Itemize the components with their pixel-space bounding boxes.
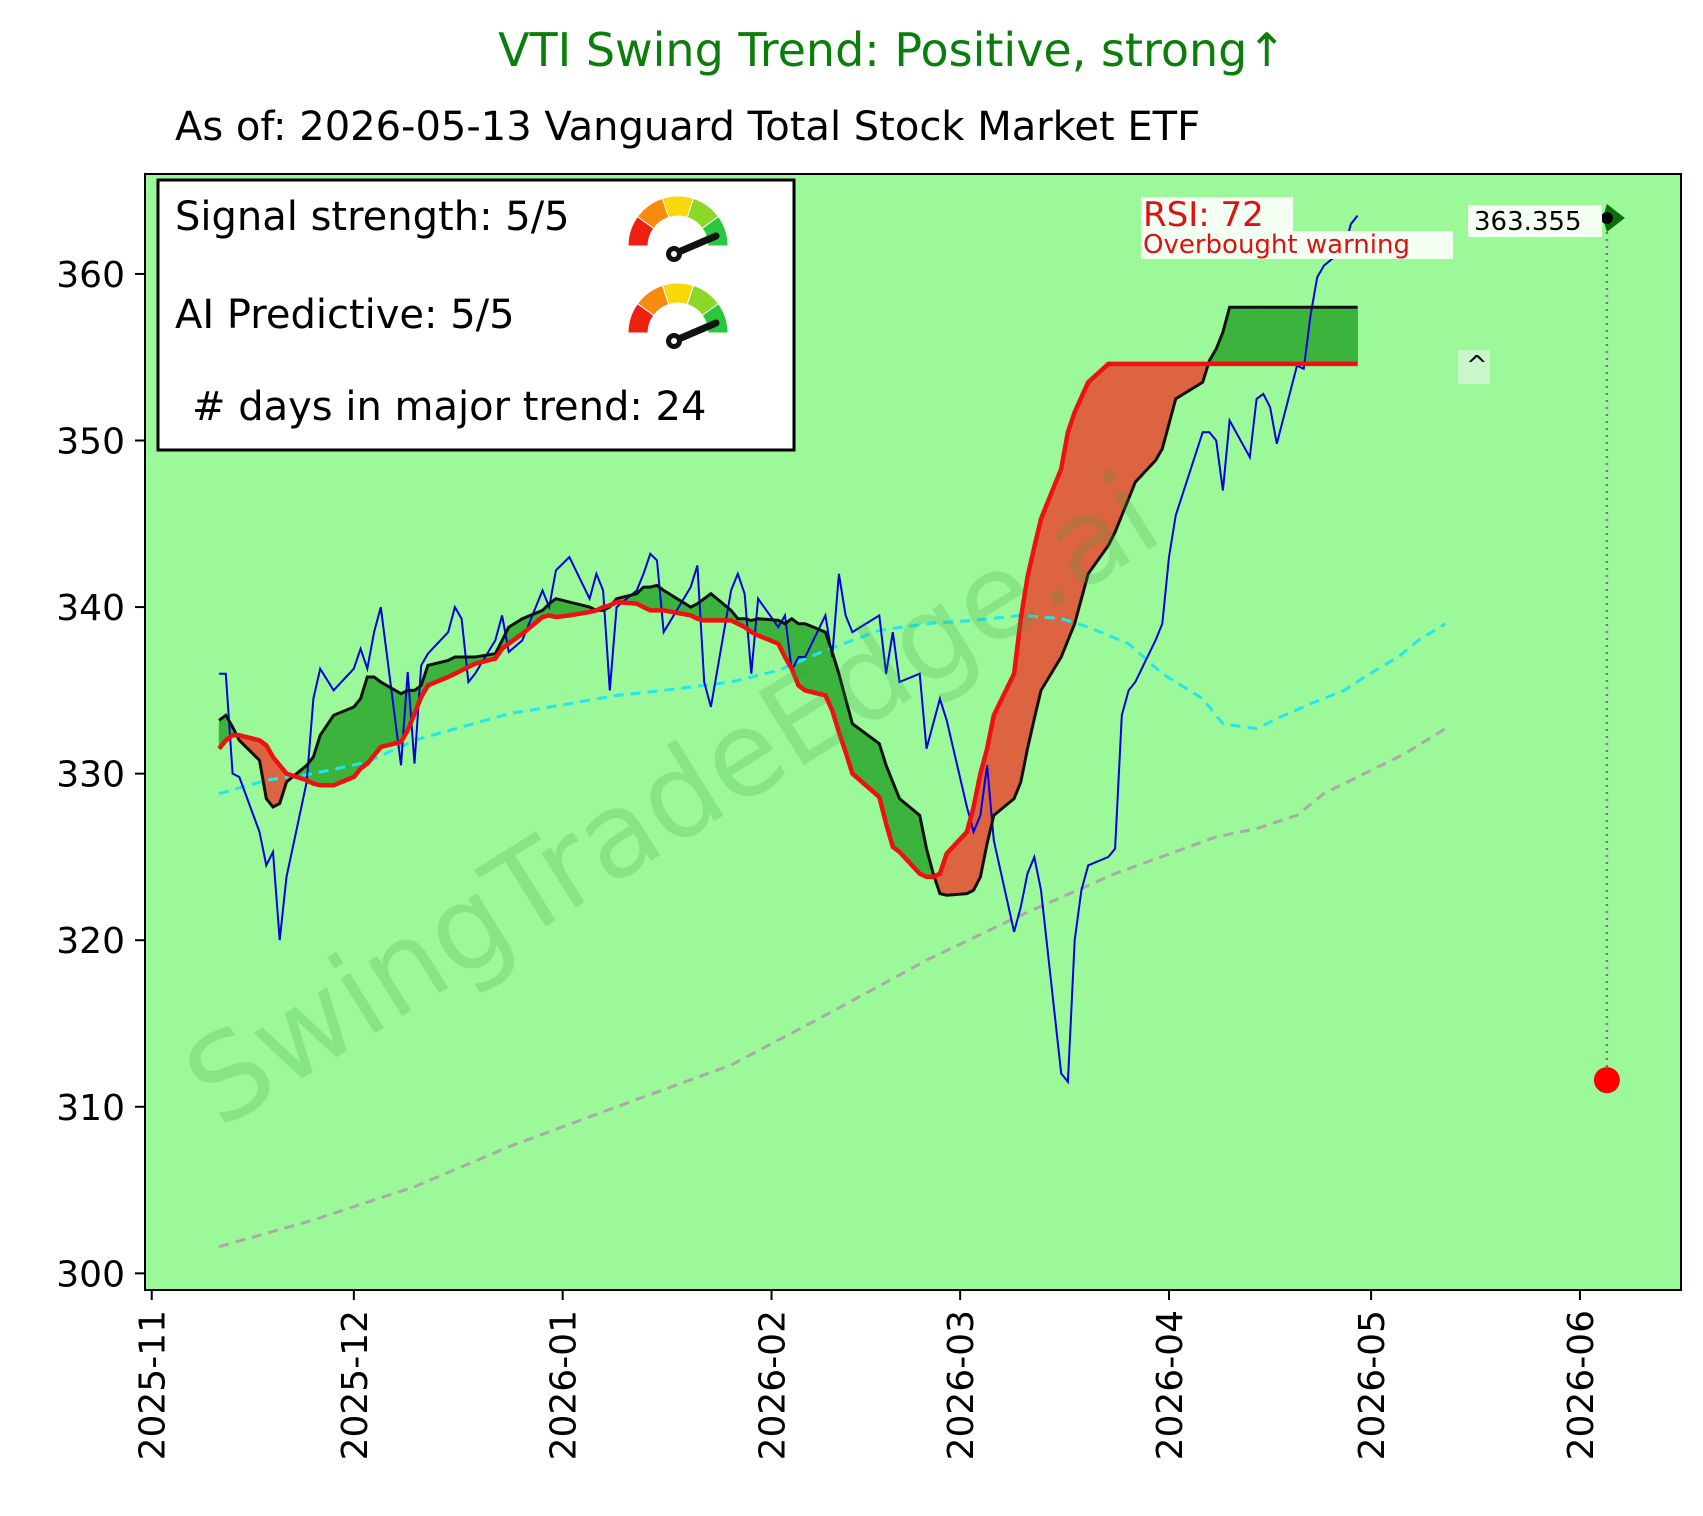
rsi-label-bg <box>1141 197 1293 233</box>
y-tick-label: 330 <box>56 755 125 796</box>
x-tick-label: 2025-12 <box>335 1310 376 1460</box>
signal-gauge-icon <box>627 195 729 262</box>
x-tick-label: 2026-04 <box>1150 1310 1191 1460</box>
trend-band-segment <box>373 676 382 757</box>
target-price-bg <box>1468 205 1602 237</box>
trend-band-segment <box>1316 306 1325 365</box>
y-tick-label: 340 <box>56 588 125 629</box>
trend-band-segment <box>1229 306 1251 365</box>
axes: 300 310 320 330 340 350 360 2025-11 2025-12 2026-… <box>56 255 1602 1460</box>
y-tick-label: 360 <box>56 255 125 296</box>
x-tick-label: 2026-06 <box>1561 1310 1602 1460</box>
slow-ma-line <box>217 361 1358 880</box>
trend-band-segment <box>1155 363 1163 462</box>
trend-band-segment <box>333 706 355 786</box>
y-tick-label: 310 <box>56 1088 125 1129</box>
trend-band-segment <box>649 585 658 611</box>
trend-band-segment <box>1256 306 1264 365</box>
x-tick-label: 2026-05 <box>1352 1310 1393 1460</box>
y-tick-label: 320 <box>56 921 125 962</box>
ai-predictive-label: AI Predictive: 5/5 <box>175 292 515 338</box>
signal-strength-label: Signal strength: 5/5 <box>175 194 570 240</box>
caret-annotation: ^ <box>1458 350 1490 384</box>
x-tick-label: 2026-01 <box>544 1310 585 1460</box>
chart-subtitle: As of: 2026-05-13 Vanguard Total Stock M… <box>175 104 1200 150</box>
rsi-value: RSI: 72 <box>1143 195 1264 235</box>
ma200-line <box>218 727 1446 1249</box>
trend-band-segment <box>1128 363 1136 499</box>
trend-band-segment <box>1343 306 1352 365</box>
trend-band-segment <box>1350 306 1358 365</box>
target-dot <box>1600 212 1613 225</box>
rsi-annotation: RSI: 72 Overbought warning <box>1141 195 1453 260</box>
info-box-frame <box>156 178 796 452</box>
gauge-hub-center <box>671 338 677 344</box>
ai-gauge-icon <box>627 282 729 349</box>
trend-band-segment <box>367 676 375 765</box>
x-tick-label: 2026-03 <box>941 1310 982 1460</box>
trend-band-segment <box>1269 306 1278 365</box>
rsi-warning: Overbought warning <box>1143 230 1410 260</box>
gauge-hub-center <box>671 251 677 257</box>
days-in-trend-label: # days in major trend: 24 <box>192 384 706 430</box>
x-tick-label: 2025-11 <box>133 1310 174 1460</box>
target-price-label: 363.355 <box>1474 207 1582 237</box>
chart-title: VTI Swing Trend: Positive, strong↑ <box>498 23 1286 77</box>
rsi-warning-bg <box>1141 231 1453 259</box>
trend-band-segment <box>1249 306 1257 365</box>
target-price-annotation: 363.355 <box>1468 205 1602 237</box>
y-tick-label: 350 <box>56 422 125 463</box>
info-box: Signal strength: 5/5 AI Predictive: 5/5 … <box>156 178 796 452</box>
caret-label: ^ <box>1466 351 1488 381</box>
trend-band-segment <box>1263 306 1271 365</box>
caret-bg <box>1458 350 1490 384</box>
stop-marker <box>1593 1067 1620 1094</box>
ma50-line <box>218 613 1446 796</box>
chart-marks <box>217 204 1625 1249</box>
price-line <box>219 214 1359 1085</box>
trend-band-segment <box>1296 306 1305 365</box>
y-tick-label: 300 <box>56 1254 125 1295</box>
trend-band-segment <box>1276 306 1298 365</box>
x-tick-label: 2026-02 <box>753 1310 794 1460</box>
fast-ma-line <box>218 305 1358 897</box>
trend-band-segment <box>1323 306 1345 365</box>
target-marker <box>1602 204 1625 233</box>
